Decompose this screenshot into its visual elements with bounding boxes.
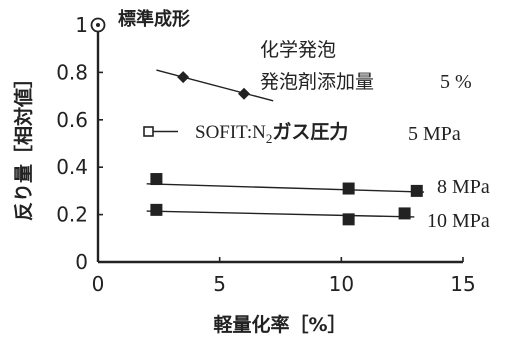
reference-label: 標準成形 (118, 8, 190, 30)
series-10mpa-param: 10 MPa (427, 210, 490, 232)
y-tick-label: 0.6 (56, 108, 88, 132)
x-axis-title: 軽量化率［%］ (213, 313, 346, 336)
x-tick-label: 10 (329, 272, 354, 296)
x-tick-label: 0 (92, 272, 105, 296)
series-sofit-label-main: SOFIT:N (195, 122, 266, 143)
y-tick-label: 0.8 (56, 60, 88, 84)
axis-ticks: 0 5 10 15 0 0.2 0.4 0.6 0.8 1 (56, 13, 476, 296)
series-chem-param: 5 % (440, 71, 472, 93)
data-point-square (398, 207, 411, 220)
x-tick-label: 15 (450, 272, 475, 296)
series-sofit-label: SOFIT:N2ガス圧力 (195, 120, 348, 146)
y-tick-label: 0.2 (56, 203, 88, 227)
y-axis-title: 反り量［相対値］ (12, 69, 35, 221)
series-8mpa-param: 8 MPa (437, 176, 490, 198)
data-point-square (150, 203, 163, 216)
y-tick-label: 0 (75, 250, 88, 274)
x-tick-label: 5 (213, 272, 226, 296)
data-point-square (342, 213, 355, 226)
data-point-square (342, 182, 355, 195)
data-point-diamond (177, 71, 190, 84)
series-sofit-label-sub: 2 (266, 131, 273, 146)
data-point-square (410, 184, 423, 197)
trend-line (146, 210, 415, 218)
legend-open-square-marker (143, 126, 154, 137)
series-chem-label-1: 化学発泡 (260, 39, 336, 61)
y-tick-label: 1 (75, 13, 88, 37)
series-sofit-label-suffix: ガス圧力 (272, 120, 348, 143)
trend-line (146, 183, 425, 193)
data-point-square (150, 173, 163, 186)
data-marks (90, 17, 425, 226)
y-tick-label: 0.4 (56, 155, 88, 179)
trend-line (156, 69, 274, 102)
series-chem-label-2: 発泡剤添加量 (260, 71, 374, 93)
series-sofit-param-5: 5 MPa (408, 123, 461, 145)
data-point-diamond (238, 87, 250, 100)
reference-point-dot (96, 23, 100, 27)
